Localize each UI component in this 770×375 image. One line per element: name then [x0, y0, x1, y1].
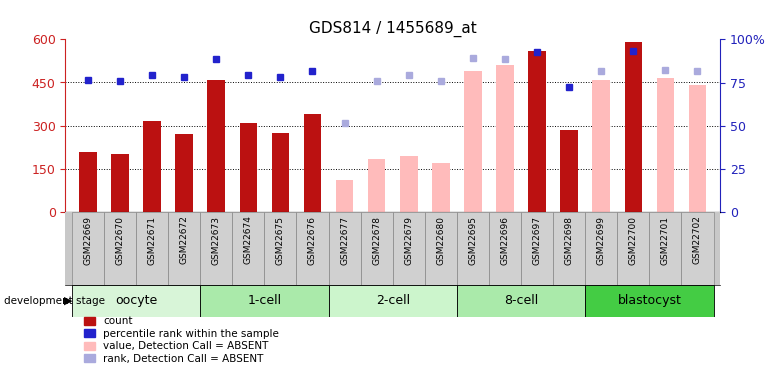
- Text: GSM22674: GSM22674: [244, 216, 253, 264]
- Bar: [200, 285, 329, 317]
- Text: oocyte: oocyte: [115, 294, 157, 307]
- Bar: [561, 130, 578, 212]
- Text: GSM22672: GSM22672: [179, 216, 189, 264]
- Title: GDS814 / 1455689_at: GDS814 / 1455689_at: [309, 20, 477, 37]
- Bar: [239, 123, 257, 212]
- Bar: [176, 134, 193, 212]
- Text: 1-cell: 1-cell: [247, 294, 281, 307]
- Bar: [393, 212, 425, 285]
- Text: GSM22678: GSM22678: [372, 216, 381, 264]
- Text: 2-cell: 2-cell: [376, 294, 410, 307]
- Text: GSM22700: GSM22700: [629, 216, 638, 264]
- Legend: count, percentile rank within the sample, value, Detection Call = ABSENT, rank, : count, percentile rank within the sample…: [82, 314, 281, 366]
- Bar: [296, 212, 329, 285]
- Text: ▶: ▶: [64, 296, 72, 306]
- Text: blastocyst: blastocyst: [618, 294, 681, 307]
- Bar: [336, 180, 353, 212]
- Bar: [649, 212, 681, 285]
- Bar: [688, 86, 706, 212]
- Bar: [264, 212, 296, 285]
- Bar: [72, 285, 200, 317]
- Bar: [521, 212, 553, 285]
- Bar: [79, 152, 97, 212]
- Bar: [457, 212, 489, 285]
- Bar: [72, 212, 104, 285]
- Bar: [425, 212, 457, 285]
- Bar: [457, 285, 585, 317]
- Bar: [496, 65, 514, 212]
- Bar: [168, 212, 200, 285]
- Bar: [207, 80, 225, 212]
- Bar: [303, 114, 321, 212]
- Bar: [489, 212, 521, 285]
- Text: GSM22670: GSM22670: [116, 216, 125, 264]
- Text: GSM22699: GSM22699: [597, 216, 606, 264]
- Bar: [136, 212, 168, 285]
- Bar: [585, 212, 618, 285]
- Bar: [329, 212, 360, 285]
- Text: GSM22671: GSM22671: [148, 216, 156, 264]
- Bar: [585, 285, 714, 317]
- Text: GSM22676: GSM22676: [308, 216, 317, 264]
- Text: GSM22702: GSM22702: [693, 216, 702, 264]
- Bar: [400, 156, 417, 212]
- Bar: [592, 80, 610, 212]
- Bar: [368, 159, 386, 212]
- Bar: [200, 212, 233, 285]
- Text: GSM22677: GSM22677: [340, 216, 349, 264]
- Bar: [360, 212, 393, 285]
- Text: GSM22680: GSM22680: [437, 216, 445, 264]
- Bar: [272, 133, 290, 212]
- Text: GSM22697: GSM22697: [533, 216, 541, 264]
- Bar: [681, 212, 714, 285]
- Text: GSM22673: GSM22673: [212, 216, 221, 264]
- Bar: [329, 285, 457, 317]
- Text: GSM22701: GSM22701: [661, 216, 670, 264]
- Bar: [618, 212, 649, 285]
- Text: GSM22695: GSM22695: [468, 216, 477, 264]
- Text: GSM22679: GSM22679: [404, 216, 413, 264]
- Bar: [624, 42, 642, 212]
- Bar: [111, 154, 129, 212]
- Text: 8-cell: 8-cell: [504, 294, 538, 307]
- Bar: [528, 51, 546, 212]
- Bar: [464, 71, 482, 212]
- Bar: [657, 78, 675, 212]
- Bar: [432, 163, 450, 212]
- Text: GSM22669: GSM22669: [83, 216, 92, 264]
- Text: development stage: development stage: [4, 296, 105, 306]
- Text: GSM22675: GSM22675: [276, 216, 285, 264]
- Bar: [104, 212, 136, 285]
- Bar: [553, 212, 585, 285]
- Bar: [143, 122, 161, 212]
- Bar: [233, 212, 264, 285]
- Text: GSM22696: GSM22696: [500, 216, 510, 264]
- Text: GSM22698: GSM22698: [564, 216, 574, 264]
